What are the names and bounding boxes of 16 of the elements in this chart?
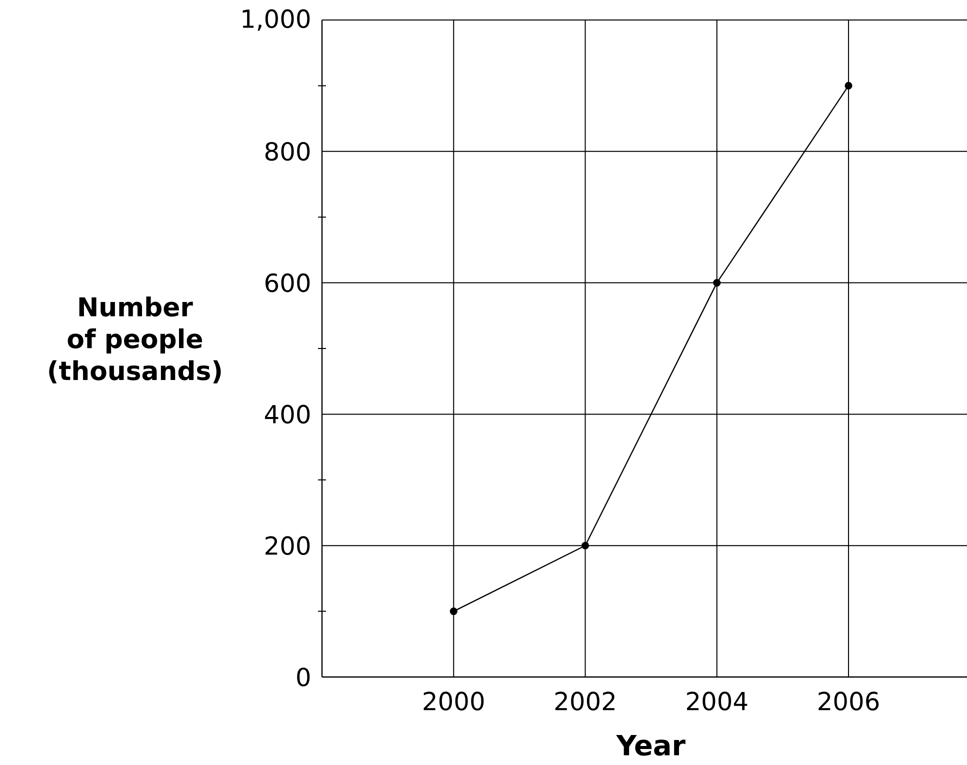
point — [713, 279, 721, 287]
point — [581, 542, 590, 550]
x-tick-label: 2000 — [424, 692, 484, 711]
x-tick-label: 2004 — [687, 692, 748, 711]
x-axis-title: Year — [616, 734, 686, 756]
point — [844, 82, 852, 90]
y-axis-title: Number of people (thousands) — [49, 296, 221, 384]
y-tick-label: 600 — [266, 273, 310, 292]
y-tick-label: 1,000 — [242, 9, 310, 31]
y-tick-label: 800 — [265, 142, 310, 161]
y-tick-label: 400 — [264, 404, 310, 424]
x-tick-label: 2006 — [818, 692, 879, 711]
y-tick-label: 200 — [266, 536, 310, 556]
point — [450, 608, 458, 616]
y-tick-label: 0 — [297, 668, 310, 686]
x-tick-label: 2002 — [555, 692, 614, 711]
